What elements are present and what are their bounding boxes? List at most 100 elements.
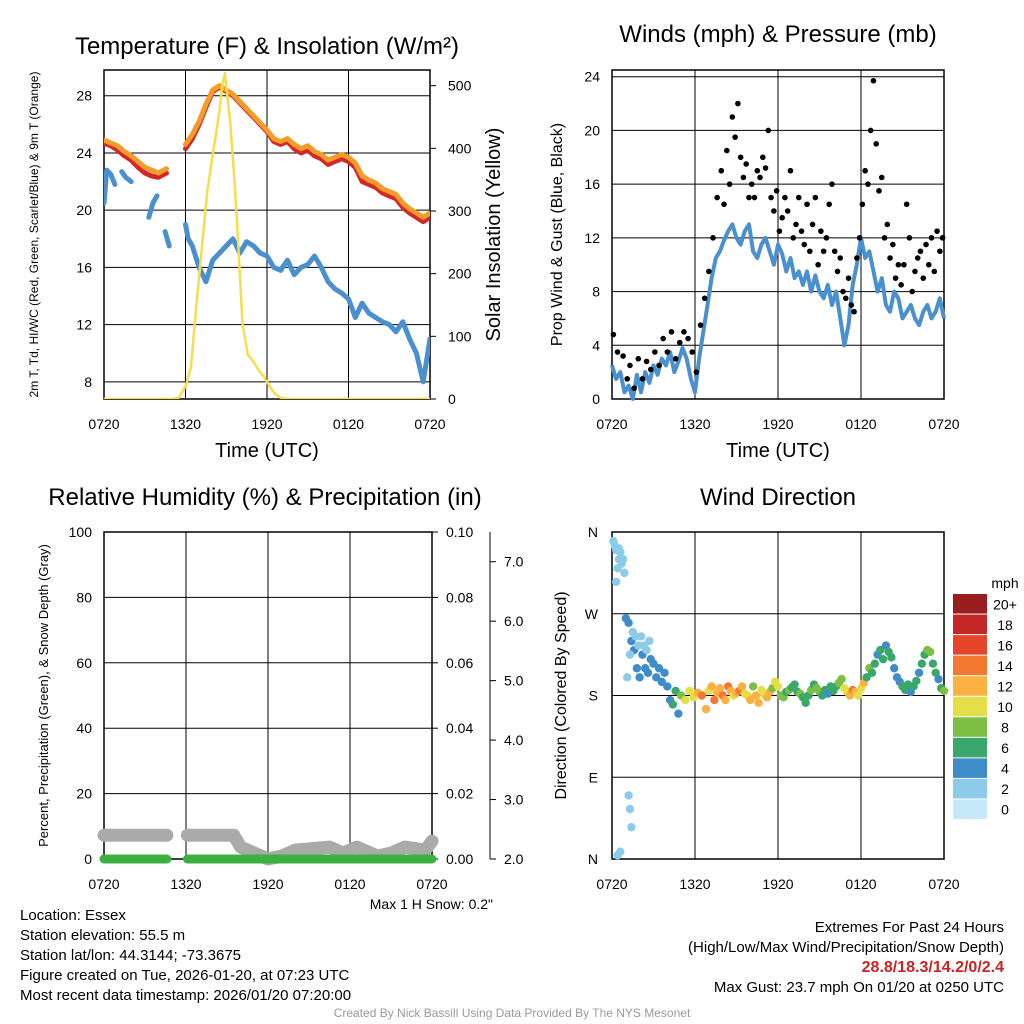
- gust-point: [714, 194, 720, 201]
- direction-point: [643, 668, 653, 677]
- direction-point: [773, 682, 783, 691]
- direction-point: [931, 668, 940, 677]
- gust-point: [793, 221, 799, 228]
- y-tick-label: E: [589, 769, 598, 785]
- gust-point: [831, 248, 838, 255]
- gust-point: [737, 154, 744, 161]
- y2-tick-label: 500: [448, 78, 472, 94]
- gust-point: [676, 339, 683, 346]
- direction-point: [632, 664, 642, 673]
- gust-point: [672, 355, 679, 362]
- gust-point: [898, 282, 904, 288]
- y-tick-label: 24: [76, 145, 92, 161]
- extremes-legend: (High/Low/Max Wind/Precipitation/Snow De…: [688, 939, 1004, 956]
- direction-point: [681, 695, 690, 705]
- gust-point: [834, 268, 841, 275]
- gust-point: [751, 194, 758, 201]
- gust-point: [610, 331, 617, 338]
- gust-point: [937, 248, 943, 255]
- colorbar-label: 2: [1001, 781, 1009, 797]
- gust-point: [710, 235, 716, 241]
- y2-tick-label: 0.08: [446, 589, 473, 605]
- gust-point: [726, 181, 733, 187]
- y2-tick-label: 0.00: [446, 851, 473, 867]
- direction-point: [642, 645, 651, 655]
- direction-point: [616, 547, 625, 557]
- direction-point: [625, 804, 635, 814]
- direction-point: [614, 555, 624, 564]
- direction-point: [876, 645, 885, 655]
- x-axis-label: Time (UTC): [726, 440, 830, 462]
- direction-point: [914, 668, 924, 677]
- gust-point: [804, 201, 810, 208]
- winds-pressure-chart: 0 4 8 12 16 20 24 Winds (mph) & Pressure (mb) 07…: [549, 21, 960, 462]
- gust-point: [701, 295, 708, 302]
- x-axis-label: Time (UTC): [215, 440, 319, 462]
- recent-text: Most recent data timestamp: 2026/01/20 0…: [20, 987, 352, 1004]
- gust-point: [782, 194, 788, 201]
- gust-point: [697, 322, 704, 328]
- gust-point: [795, 194, 802, 201]
- colorbar-label: 12: [997, 678, 1013, 694]
- y-tick-label: 100: [69, 524, 93, 540]
- y-tick-label: N: [588, 851, 598, 867]
- gust-point: [862, 167, 868, 174]
- x-tick-label: 1920: [252, 876, 283, 892]
- gust-point: [652, 349, 658, 355]
- y2-tick-label: 0.04: [446, 720, 473, 736]
- y2-tick-label: 300: [448, 203, 472, 219]
- direction-point: [754, 698, 763, 707]
- gust-point: [639, 376, 646, 382]
- gust-point: [917, 248, 924, 255]
- gust-point: [754, 167, 761, 174]
- direction-point: [620, 568, 629, 578]
- y3-tick-label: 6.0: [504, 613, 524, 629]
- x-tick-label: 0120: [845, 876, 876, 892]
- direction-point: [701, 704, 711, 714]
- colorbar-label: 16: [997, 637, 1013, 653]
- gust-point: [624, 376, 631, 382]
- gust-point: [881, 235, 888, 241]
- direction-point: [657, 677, 666, 687]
- direction-point: [685, 686, 694, 696]
- wind-line: [610, 222, 946, 401]
- y-tick-label: S: [589, 688, 598, 704]
- gust-point: [759, 154, 766, 161]
- gust-point: [784, 208, 791, 214]
- direction-point: [928, 659, 938, 668]
- y3-tick-label: 5.0: [504, 673, 524, 689]
- colorbar-swatch: [953, 635, 987, 655]
- series-line: [97, 828, 439, 866]
- gust-point: [773, 188, 780, 194]
- direction-point: [636, 632, 646, 641]
- gust-point: [660, 335, 666, 342]
- gust-point: [931, 268, 938, 275]
- direction-point: [663, 682, 672, 691]
- colorbar-label: 18: [997, 617, 1013, 633]
- y-tick-label: 40: [76, 720, 92, 736]
- y2-tick-label: 100: [448, 328, 472, 344]
- direction-point: [867, 668, 877, 677]
- colorbar-swatch: [953, 676, 987, 696]
- y3-tick-label: 7.0: [504, 554, 524, 570]
- gust-point: [798, 228, 805, 234]
- y2-tick-label: 0.06: [446, 655, 473, 671]
- gust-point: [721, 201, 727, 208]
- gust-point: [895, 261, 902, 268]
- y-tick-label: 20: [76, 202, 92, 218]
- direction-point: [624, 791, 633, 800]
- x-tick-label: 1320: [679, 876, 710, 892]
- direction-point: [917, 659, 927, 668]
- direction-point: [934, 674, 943, 684]
- x-tick-label: 0120: [333, 416, 364, 432]
- gust-point: [627, 362, 633, 369]
- gust-point: [790, 235, 797, 241]
- gust-point: [724, 147, 730, 154]
- gust-point: [884, 221, 891, 228]
- colorbar-swatch: [953, 594, 987, 614]
- gust-point: [743, 161, 749, 167]
- colorbar-swatch: [953, 614, 987, 635]
- x-tick-label: 0720: [414, 416, 445, 432]
- location-text: Location: Essex: [20, 907, 126, 924]
- y-axis-label: Prop Wind & Gust (Blue, Black): [549, 123, 566, 346]
